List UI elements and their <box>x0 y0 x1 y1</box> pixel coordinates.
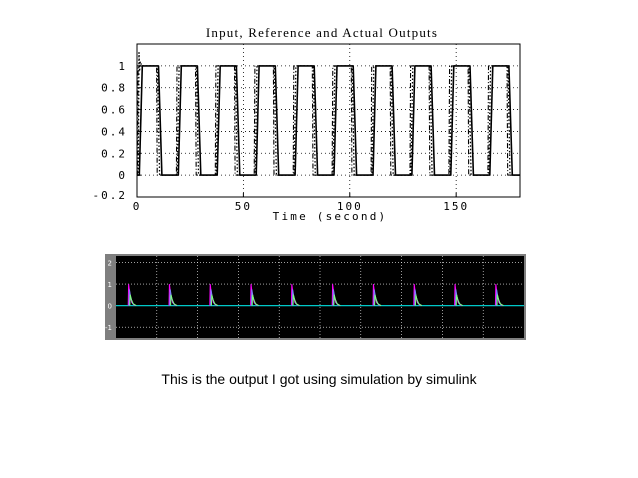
y-tick-label: 0.2 <box>101 147 127 160</box>
matlab-output-plot: Input, Reference and Actual Outputs -0.2… <box>93 25 521 223</box>
y-tick-label: 0.4 <box>101 125 127 138</box>
scope-pulse-spike <box>170 294 178 307</box>
x-tick-label: 0 <box>133 200 142 213</box>
plot-series <box>136 52 520 176</box>
scope-pulse-spike <box>333 294 341 307</box>
scope-y-tick-label: 1 <box>108 281 112 289</box>
scope-pulse-spike <box>210 294 219 307</box>
scope-pulse-spike <box>251 294 259 307</box>
plot-title: Input, Reference and Actual Outputs <box>206 25 438 40</box>
series-line-dotted <box>137 52 520 176</box>
scope-y-tick-label: 0 <box>108 303 112 311</box>
x-tick-label: 150 <box>443 200 469 213</box>
simulink-scope: -1 0 1 2 <box>105 254 526 340</box>
scope-pulse-spike <box>496 294 504 307</box>
y-tick-label: 0.8 <box>101 82 127 95</box>
slide-caption: This is the output I got using simulatio… <box>161 371 477 387</box>
x-axis-label: Time (second) <box>273 210 388 223</box>
scope-traces <box>116 284 524 307</box>
y-tick-label: -0.2 <box>93 189 128 202</box>
scope-y-tick-label: -1 <box>105 324 112 332</box>
x-tick-label: 50 <box>235 200 252 213</box>
scope-y-tick-label: 2 <box>108 259 112 267</box>
scope-pulse-spike <box>374 294 382 307</box>
scope-pulse-spike <box>414 294 423 307</box>
plot-grid <box>137 44 520 197</box>
y-tick-label: 0 <box>118 169 127 182</box>
scope-y-ticks: -1 0 1 2 <box>105 259 112 332</box>
plot-axes-frame <box>136 43 521 198</box>
x-axis-ticks: 0 50 100 150 <box>133 193 469 213</box>
x-tick-label: 100 <box>337 200 363 213</box>
y-tick-label: 1 <box>118 60 127 73</box>
scope-pulse-spike <box>129 294 137 307</box>
scope-pulse-spike <box>455 294 463 307</box>
scope-pulse-spike <box>292 294 300 307</box>
y-tick-label: 0.6 <box>101 104 127 117</box>
